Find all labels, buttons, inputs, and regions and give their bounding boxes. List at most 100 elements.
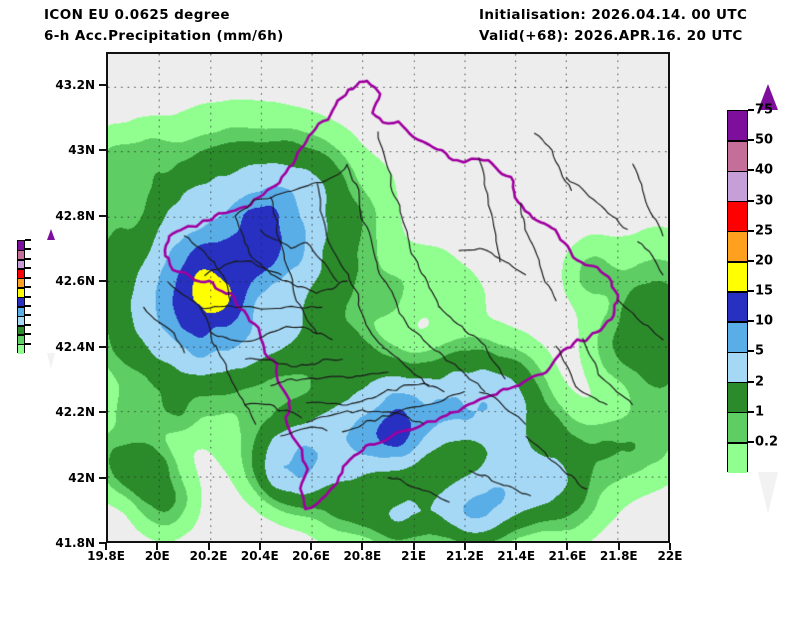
colorbar-tick-mark [25,286,31,289]
colorbar-band-separator [728,200,747,203]
y-axis-tick-mark [99,476,106,479]
colorbar-band [18,335,24,345]
colorbar-tick-mark [748,259,754,262]
colorbar-band-separator [728,170,747,173]
colorbar-band [728,442,747,473]
x-axis-tick-mark [156,543,159,550]
x-axis-tick-label: 20.8E [343,549,382,563]
colorbar-tick-mark [748,320,754,323]
colorbar-band-separator [728,351,747,354]
x-axis-tick-mark [566,543,569,550]
colorbar-band [18,269,24,279]
colorbar-band-separator [18,306,24,308]
colorbar-tick-label: 2 [755,374,765,389]
colorbar-band-separator [728,291,747,293]
header-field-line: 6-h Acc.Precipitation (mm/6h) [44,28,284,44]
colorbar-band [18,241,24,251]
colorbar-tick-mark [748,290,754,292]
colorbar-tick-mark [25,276,31,279]
colorbar-tick-label: 1 [755,404,765,420]
colorbar-band [18,288,24,298]
colorbar-tick-mark [748,229,754,232]
colorbar-band [728,171,747,202]
colorbar-under-range-arrow [47,353,55,369]
colorbar-over-range-arrow [757,84,778,110]
x-axis-tick-label: 21E [401,549,427,563]
colorbar-tick-mark [25,342,31,345]
y-axis-tick-label: 42.4N [55,339,95,354]
x-axis-tick-mark [463,543,466,550]
colorbar-tick-mark [748,410,754,413]
x-axis-tick-mark [258,543,261,550]
x-axis-tick-mark [412,543,415,550]
header-model-line: ICON EU 0.0625 degree [44,7,230,23]
colorbar-band [728,292,747,323]
colorbar-tick-label: 75 [755,102,774,118]
colorbar-tick-mark [25,323,31,326]
colorbar-band-separator [728,411,747,414]
colorbar-body [17,240,25,354]
x-axis-tick-label: 20.2E [189,549,228,563]
y-axis-tick-mark [99,83,106,86]
x-axis-tick-label: 20.6E [292,549,330,563]
x-axis-tick-label: 19.8E [87,549,125,563]
y-axis-tick-mark [99,280,106,283]
colorbar-tick-label: 50 [755,132,774,148]
colorbar-band-separator [18,324,24,327]
colorbar-tick-mark [748,350,754,353]
colorbar-band-separator [18,296,24,299]
y-axis-tick-label: 42N [68,470,95,485]
colorbar-band [18,325,24,336]
colorbar-band [18,259,24,270]
y-axis-tick-mark [99,542,106,544]
colorbar-tick-label: 5 [755,343,765,359]
colorbar-band [18,250,24,260]
x-axis-tick-label: 21.8E [599,549,638,563]
colorbar-band-separator [18,343,24,346]
colorbar-tick-label: 25 [755,223,774,239]
precipitation-field-canvas [108,54,668,541]
colorbar-tick-mark [748,380,754,383]
x-axis-tick-label: 21.2E [446,549,484,563]
colorbar-band-separator [18,287,24,289]
colorbar-band [728,412,747,443]
colorbar-body [727,110,748,473]
colorbar-band-separator [18,249,24,252]
precipitation-colorbar-mini [17,0,85,618]
colorbar-tick-label: 0.2 [755,434,779,450]
x-axis-tick-label: 22E [657,549,683,563]
colorbar-band [18,306,24,317]
map-plot-area [106,52,670,543]
colorbar-band-separator [728,381,747,384]
x-axis-tick-mark [207,543,210,550]
colorbar-tick-mark [25,314,31,317]
colorbar-band [18,344,24,354]
colorbar-tick-mark [25,257,31,260]
colorbar-under-range-arrow [757,472,778,514]
colorbar-band-separator [728,261,747,263]
colorbar-band [18,316,24,326]
colorbar-band [18,297,24,307]
x-axis-tick-label: 20E [144,549,170,563]
colorbar-tick-mark [25,304,31,307]
y-axis-tick-label: 42.8N [55,208,95,223]
colorbar-band-separator [18,259,24,261]
x-axis-tick-mark [361,543,364,550]
colorbar-tick-mark [25,267,31,270]
colorbar-band [728,141,747,172]
colorbar-band-separator [728,230,747,233]
colorbar-tick-label: 10 [755,313,774,329]
x-axis-tick-mark [617,543,620,550]
y-axis-tick-mark [99,411,106,414]
colorbar-tick-mark [748,440,754,443]
header-initialisation-line: Initialisation: 2026.04.14. 00 UTC [479,7,748,23]
y-axis-tick-label: 42.2N [55,405,95,420]
y-axis-tick-label: 42.6N [55,274,95,289]
colorbar-band-separator [18,277,24,280]
x-axis-tick-label: 20.4E [240,549,279,563]
colorbar-band-separator [18,315,24,318]
x-axis-tick-label: 21.4E [497,549,536,563]
colorbar-band [728,261,747,292]
colorbar-tick-mark [25,248,31,251]
colorbar-band-separator [18,268,24,271]
